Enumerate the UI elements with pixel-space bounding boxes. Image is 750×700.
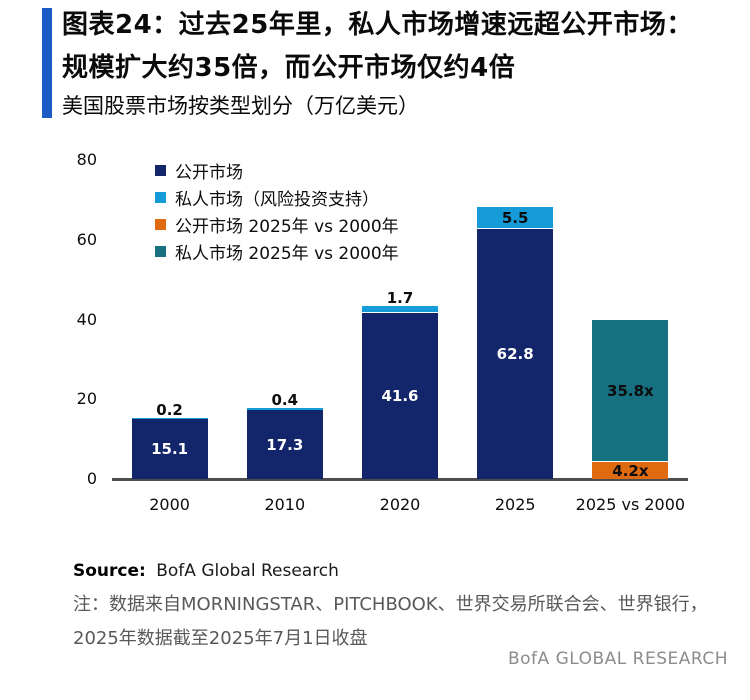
x-tick-label: 2010 xyxy=(264,495,306,514)
bar-value-label: 62.8 xyxy=(496,344,534,363)
x-tick-label: 2025 vs 2000 xyxy=(575,495,686,514)
source-line: Source: BofA Global Research xyxy=(73,561,339,581)
y-tick-label: 20 xyxy=(76,389,97,409)
y-tick-label: 0 xyxy=(86,469,97,488)
legend-label: 公开市场 xyxy=(175,163,243,183)
y-tick-label: 60 xyxy=(76,229,97,249)
legend-label: 公开市场 2025年 vs 2000年 xyxy=(175,217,399,237)
title-accent-bar xyxy=(42,8,52,118)
source-text: BofA Global Research xyxy=(156,561,339,581)
figure-subtitle: 美国股票市场按类型划分（万亿美元） xyxy=(62,94,419,118)
x-tick-label: 2025 xyxy=(494,495,536,514)
figure-title-line-2: 规模扩大约35倍，而公开市场仅约4倍 xyxy=(62,53,516,83)
legend-item: 私人市场 2025年 vs 2000年 xyxy=(155,238,399,265)
bar-value-label: 4.2x xyxy=(612,461,649,480)
source-label: Source: xyxy=(73,561,146,581)
note-line-1: 注：数据来自MORNINGSTAR、PITCHBOOK、世界交易所联合会、世界银… xyxy=(73,594,708,615)
bar-segment xyxy=(362,306,438,314)
bar-value-label: 41.6 xyxy=(381,387,419,406)
legend-label: 私人市场 2025年 vs 2000年 xyxy=(175,244,399,264)
x-tick-label: 2000 xyxy=(149,495,190,514)
bar-segment xyxy=(246,408,323,410)
chart-legend: 公开市场私人市场（风险投资支持） 公开市场 2025年 vs 2000年 私人市场 … xyxy=(155,157,399,265)
bar-segment xyxy=(477,206,554,229)
bar-value-label: 35.8x xyxy=(607,381,654,400)
bar-value-label: 0.4 xyxy=(271,391,299,410)
x-axis-line xyxy=(112,478,688,481)
bar-value-label: 15.1 xyxy=(151,439,189,458)
y-tick-label: 40 xyxy=(76,309,97,329)
legend-label: 私人市场（风险投资支持） xyxy=(175,190,379,210)
bar-segment xyxy=(592,319,669,463)
bar-value-label: 5.5 xyxy=(501,208,529,227)
figure-header: 图表24：过去25年里，私人市场增速远超公开市场： 规模扩大约35倍，而公开市场… xyxy=(62,4,732,121)
bar-segment xyxy=(131,418,208,479)
bar-value-label: 1.7 xyxy=(386,289,414,308)
bar-value-label: 17.3 xyxy=(266,435,304,454)
brand-text: BofA GLOBAL RESEARCH xyxy=(507,649,728,669)
legend-swatch xyxy=(155,219,166,230)
bar-segment xyxy=(246,410,323,479)
legend-item: 公开市场 2025年 vs 2000年 xyxy=(155,211,399,238)
legend-item: 公开市场 xyxy=(155,157,399,184)
bar-value-label: 0.2 xyxy=(156,400,183,419)
bar-segment xyxy=(592,462,669,479)
bar-segment xyxy=(477,228,554,479)
legend-swatch xyxy=(155,165,166,176)
legend-swatch xyxy=(155,192,166,203)
note-line-2: 2025年数据截至2025年7月1日收盘 xyxy=(73,628,368,649)
figure-title-line-1: 图表24：过去25年里，私人市场增速远超公开市场： xyxy=(62,10,693,40)
bar-segment xyxy=(131,417,208,419)
x-tick-label: 2020 xyxy=(379,495,421,514)
y-tick-label: 80 xyxy=(76,150,97,169)
legend-swatch xyxy=(155,246,166,257)
bar-segment xyxy=(362,313,438,479)
legend-item: 私人市场（风险投资支持） xyxy=(155,184,399,211)
